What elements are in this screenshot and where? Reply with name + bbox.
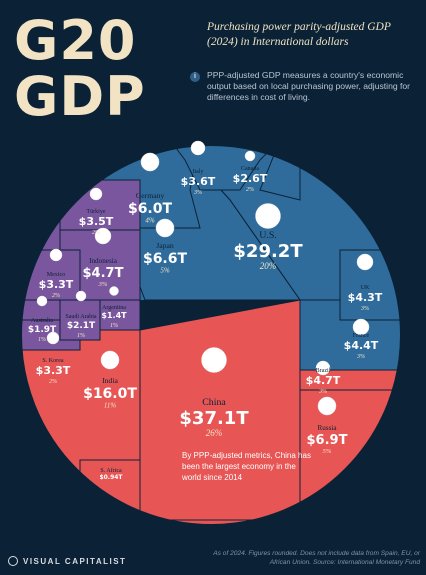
label-indonesia-share: 3%: [98, 281, 108, 288]
label-argentina-value: $1.4T: [101, 311, 127, 320]
flag-mexico-icon: [49, 248, 63, 262]
label-argentina-name: Argentina: [102, 305, 126, 311]
label-s-korea-name: S. Korea: [42, 358, 63, 364]
label-mexico-name: Mexico: [47, 272, 65, 278]
label-india-share: 11%: [104, 402, 116, 410]
label-saudi-arabia-value: $2.1T: [67, 321, 96, 331]
label-russia-name: Russia: [317, 424, 337, 432]
label-japan-share: 5%: [160, 267, 170, 275]
label-france-share: 3%: [356, 354, 365, 360]
label-brazil-name: Brazil: [316, 368, 331, 374]
label-russia-share: 5%: [323, 448, 332, 455]
flag-russia-icon: [317, 396, 337, 416]
flag-saudi-arabia-icon: [75, 290, 87, 302]
label-s-africa-name: S. Africa: [100, 467, 122, 474]
flag-uk-icon: [356, 253, 374, 271]
label-russia-value: $6.9T: [307, 433, 348, 448]
visual-capitalist-logo-icon: [8, 556, 18, 566]
label-canada-share: 2%: [246, 187, 254, 193]
flag-japan-icon: [155, 218, 175, 238]
label-turkiye-name: Türkiye: [86, 209, 105, 215]
label-brazil-share: 3%: [318, 389, 327, 395]
flag-indonesia-icon: [94, 227, 112, 245]
label-uk-value: $4.3T: [348, 291, 383, 304]
label-mexico-value: $3.3T: [39, 278, 74, 291]
label-s-africa-value: $0.94T: [99, 474, 123, 481]
label-turkiye-value: $3.5T: [79, 215, 114, 228]
flag-u-s-icon: [255, 203, 281, 229]
label-indonesia-name: Indonesia: [89, 257, 118, 265]
label-uk-share: 3%: [360, 306, 369, 312]
label-china-name: China: [202, 397, 226, 408]
cell-russia: [299, 389, 401, 521]
flag-italy-icon: [190, 140, 206, 156]
flag-s-korea-icon: [46, 331, 60, 345]
label-germany-share: 4%: [145, 217, 155, 225]
label-saudi-arabia-share: 1%: [77, 333, 85, 339]
label-australia-share: 1%: [38, 337, 46, 343]
china-annotation: By PPP-adjusted metrics, China has been t…: [181, 451, 311, 482]
flag-turkiye-icon: [89, 187, 103, 201]
label-italy-value: $3.6T: [181, 175, 216, 188]
cell-uk: [339, 249, 401, 321]
title-line-1: G20: [14, 9, 137, 72]
label-germany-value: $6.0T: [128, 201, 173, 217]
label-u-s-name: U.S.: [259, 230, 277, 241]
label-canada-value: $2.6T: [233, 172, 268, 185]
label-mexico-share: 2%: [52, 293, 60, 299]
label-japan-name: Japan: [156, 241, 174, 250]
label-japan-value: $6.6T: [143, 251, 188, 267]
label-s-korea-value: $3.3T: [36, 364, 71, 377]
label-u-s-value: $29.2T: [233, 241, 303, 262]
label-india-name: India: [102, 376, 118, 385]
brand-name: VISUAL CAPITALIST: [23, 556, 127, 566]
label-u-s-share: 20%: [260, 261, 277, 271]
label-s-korea-share: 2%: [49, 379, 57, 385]
label-australia-value: $1.9T: [28, 325, 57, 335]
cell-brazil: [299, 369, 401, 391]
flag-australia-icon: [36, 295, 48, 307]
label-germany-name: Germany: [136, 191, 165, 200]
label-indonesia-value: $4.7T: [83, 266, 124, 281]
flag-canada-icon: [244, 150, 256, 162]
label-china-share: 26%: [206, 428, 223, 438]
label-australia-name: Australia: [31, 318, 53, 324]
flag-france-icon: [352, 318, 370, 336]
flag-china-icon: [201, 347, 227, 373]
flag-brazil-icon: [315, 360, 331, 376]
brand: VISUAL CAPITALIST: [8, 556, 126, 566]
flag-germany-icon: [140, 152, 160, 172]
flag-argentina-icon: [109, 286, 119, 296]
label-brazil-value: $4.7T: [306, 374, 341, 387]
label-saudi-arabia-name: Saudi Arabia: [65, 314, 96, 320]
ppp-note: PPP-adjusted GDP measures a country's ec…: [207, 70, 411, 102]
label-argentina-share: 1%: [110, 323, 118, 329]
label-france-name: France: [353, 333, 370, 339]
label-canada-name: Canada: [241, 166, 259, 172]
label-turkiye-share: 2%: [92, 230, 100, 236]
info-icon: i: [190, 72, 200, 82]
cell-argentina: [99, 299, 141, 331]
label-india-value: $16.0T: [83, 386, 137, 402]
flag-india-icon: [100, 350, 120, 370]
label-uk-name: UK: [361, 285, 370, 291]
cell-saudi-arabia: [59, 299, 101, 341]
subtitle: Purchasing power parity-adjusted GDP (20…: [207, 21, 391, 48]
label-italy-name: Italy: [192, 169, 203, 175]
source-note: As of 2024. Figures rounded. Does not in…: [213, 550, 420, 566]
label-france-value: $4.4T: [344, 339, 379, 352]
label-italy-share: 3%: [193, 190, 202, 196]
label-china-value: $37.1T: [179, 408, 249, 429]
title-line-2: GDP: [14, 65, 146, 128]
